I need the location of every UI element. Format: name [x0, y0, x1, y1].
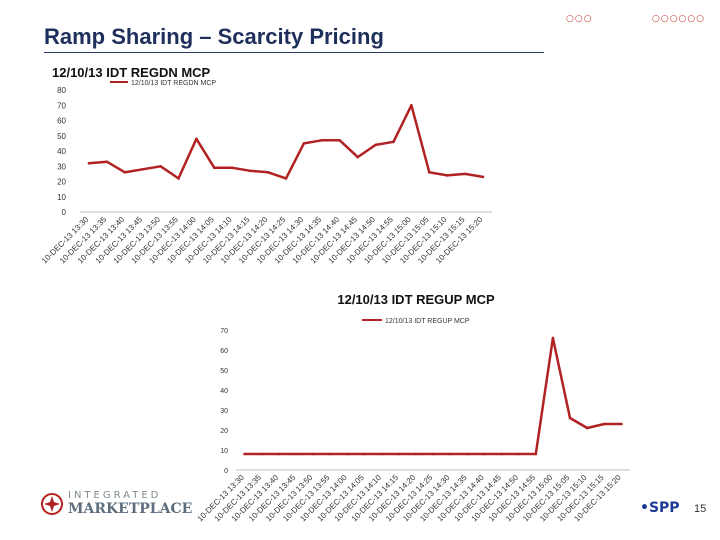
- chart1-ytick-label: 80: [57, 86, 66, 95]
- chart1-data-point: [248, 169, 252, 173]
- chart2-data-point: [551, 336, 555, 340]
- chart1-data-point: [266, 171, 270, 174]
- title-divider: [44, 52, 544, 53]
- chart2-series-line: [244, 336, 622, 456]
- chart1-data-point: [284, 177, 288, 180]
- chart1-data-point: [105, 160, 109, 163]
- chart1-data-point: [428, 171, 431, 174]
- chart2-data-point: [585, 426, 589, 430]
- chart2-data-point: [414, 452, 418, 456]
- chart2-data-point: [260, 452, 263, 456]
- chart1-ytick-label: 70: [57, 101, 66, 110]
- chart1-data-point: [463, 172, 467, 176]
- logo-star-icon: [41, 493, 63, 515]
- chart1-data-point: [410, 103, 413, 107]
- chart1-data-point: [445, 174, 449, 177]
- chart2-data-point: [465, 452, 469, 456]
- chart2-data-point: [603, 422, 606, 426]
- logo-text-upper: INTEGRATED: [68, 490, 162, 501]
- chart1-data-point: [374, 143, 377, 147]
- chart1-data-point: [177, 177, 180, 180]
- chart2-ytick-label: 60: [220, 348, 228, 355]
- slide-title: Ramp Sharing – Scarcity Pricing: [44, 24, 384, 49]
- chart2-data-point: [294, 452, 298, 456]
- chart2-ytick-label: 70: [220, 328, 228, 335]
- chart2-ytick-label: 50: [220, 368, 228, 375]
- chart2-data-point: [311, 452, 315, 456]
- chart1-ytick-label: 0: [62, 208, 67, 217]
- chart1-data-point: [481, 175, 485, 179]
- chart2-data-point: [448, 452, 452, 456]
- dots-decoration-left: ○○○: [566, 14, 593, 24]
- chart1-data-point: [195, 137, 198, 141]
- chart1-ytick-label: 60: [57, 117, 66, 126]
- chart1-ytick-label: 30: [57, 162, 66, 171]
- chart2-data-point: [380, 452, 383, 456]
- chart2-legend-label: 12/10/13 IDT REGUP MCP: [385, 318, 470, 325]
- spp-logo: •SPP: [640, 500, 680, 516]
- chart1-data-point: [87, 161, 91, 165]
- chart2-data-point: [534, 452, 538, 456]
- chart1-ytick-label: 20: [57, 178, 66, 187]
- chart1-ytick-label: 50: [57, 132, 66, 141]
- chart2-data-point: [483, 452, 486, 456]
- chart1-data-point: [123, 171, 127, 174]
- chart1-data-point: [302, 142, 306, 145]
- logo-text-lower: MARKETPLACE: [68, 501, 193, 517]
- chart2-ytick-label: 20: [220, 428, 228, 435]
- chart1-data-point: [356, 155, 359, 159]
- chart2-data-point: [620, 422, 623, 426]
- chart2-data-point: [328, 452, 332, 456]
- chart1-data-point: [141, 168, 144, 171]
- chart1-data-point: [392, 140, 395, 144]
- chart1-ytick-label: 40: [57, 147, 66, 156]
- dots-decoration-right: ○○○○○○: [652, 14, 706, 24]
- chart1-title: 12/10/13 IDT REGDN MCP: [52, 65, 211, 80]
- chart1-series-line: [88, 104, 484, 180]
- chart2-data-point: [500, 452, 503, 456]
- chart2-data-point: [568, 416, 572, 420]
- chart1-ytick-label: 10: [57, 193, 66, 202]
- chart1-legend-label: 12/10/13 IDT REGDN MCP: [131, 80, 216, 87]
- integrated-marketplace-logo: INTEGRATED MARKETPLACE: [40, 490, 220, 520]
- chart2-title: 12/10/13 IDT REGUP MCP: [337, 292, 495, 307]
- chart2-ytick-label: 10: [220, 448, 228, 455]
- chart2-data-point: [517, 452, 520, 456]
- chart2-data-point: [363, 452, 366, 456]
- chart2-data-point: [277, 452, 281, 456]
- chart1-data-point: [159, 164, 162, 168]
- chart2-data-point: [346, 452, 349, 456]
- chart2-data-point: [431, 452, 435, 456]
- chart2-data-point: [243, 452, 246, 456]
- chart1-data-point: [213, 166, 216, 170]
- chart2-ytick-label: 40: [220, 388, 228, 395]
- top-decoration: ○○○ ○○○○○○: [0, 0, 720, 24]
- page-number: 15: [694, 503, 707, 515]
- chart2-data-point: [397, 452, 401, 456]
- chart2-ytick-label: 0: [224, 468, 228, 475]
- chart1-data-point: [320, 139, 324, 142]
- chart1-data-point: [230, 166, 234, 170]
- chart1-data-point: [338, 139, 342, 142]
- chart2-ytick-label: 30: [220, 408, 228, 415]
